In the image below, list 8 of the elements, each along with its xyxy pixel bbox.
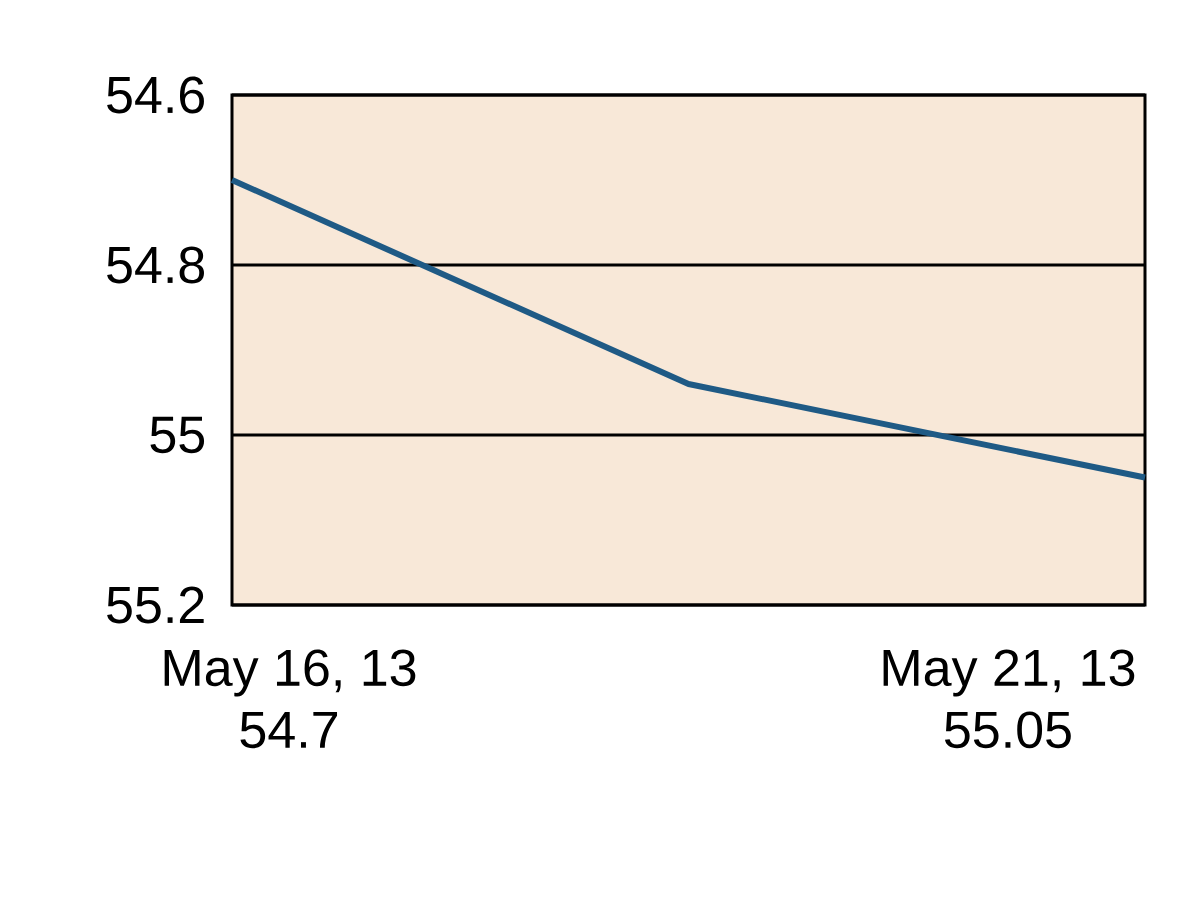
text: 55.05 bbox=[944, 711, 1071, 749]
text: 54.7 bbox=[240, 711, 338, 749]
text: May 21, 13 bbox=[883, 649, 1135, 697]
y-tick-label: 54.8 bbox=[107, 246, 204, 284]
y-tick-label: 55.2 bbox=[107, 586, 204, 624]
y-tick-label: 54.6 bbox=[107, 76, 204, 114]
text: May 16, 13 bbox=[164, 649, 416, 697]
y-tick-label: 55 bbox=[150, 416, 205, 454]
